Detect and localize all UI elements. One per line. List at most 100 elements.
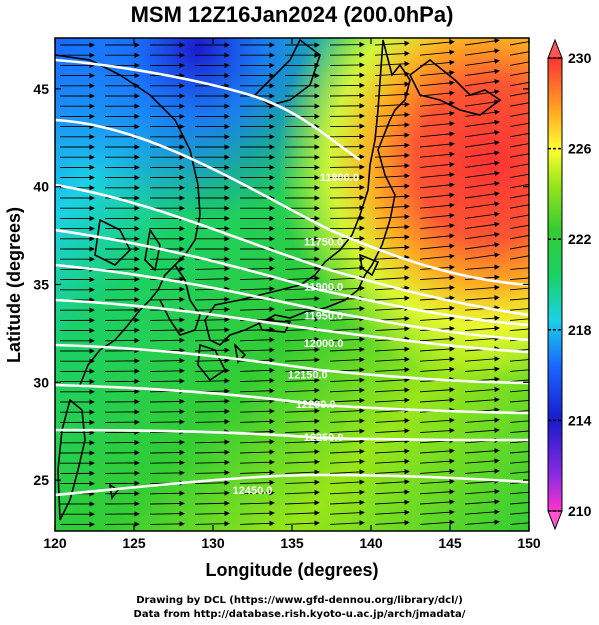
wind-arrow (284, 265, 320, 271)
wind-arrow (464, 397, 500, 403)
x-tick-label: 145 (438, 535, 462, 551)
wind-arrow (239, 520, 275, 527)
wind-arrow (419, 151, 455, 158)
wind-arrow (374, 479, 410, 485)
wind-arrow (194, 490, 230, 496)
wind-arrow (509, 430, 529, 434)
wind-arrow (149, 398, 185, 405)
wind-arrow (509, 287, 529, 291)
wind-arrow (239, 377, 275, 384)
wind-arrow (464, 119, 500, 128)
wind-arrow (329, 305, 365, 312)
wind-arrow (329, 346, 365, 353)
wind-arrow (419, 499, 455, 505)
wind-arrow (464, 232, 500, 240)
wind-arrow (374, 40, 410, 47)
wind-arrow (419, 509, 455, 515)
wind-arrow (509, 267, 529, 270)
wind-arrow (239, 500, 275, 506)
contour-label: 12150.0 (288, 369, 328, 381)
wind-arrow (329, 326, 365, 332)
wind-arrow (284, 520, 320, 526)
wind-arrow (149, 419, 185, 425)
wind-arrow (464, 140, 500, 148)
wind-arrow (419, 131, 455, 138)
wind-arrow (194, 469, 230, 476)
credit-line-1: Drawing by DCL (https://www.gfd-dennou.o… (136, 595, 463, 606)
wind-arrow (464, 221, 500, 230)
wind-arrow (374, 326, 410, 332)
wind-arrow (509, 183, 529, 189)
contour-label: 12450.0 (233, 485, 273, 497)
wind-arrow (284, 500, 320, 506)
wind-arrow (464, 170, 500, 179)
wind-arrow (374, 234, 410, 240)
wind-arrow (194, 510, 230, 517)
wind-arrow (284, 316, 320, 322)
latitude-axis: 25 30 35 40 45 (33, 81, 529, 488)
wind-arrow (419, 70, 455, 77)
y-tick-label: 25 (33, 472, 49, 488)
colorbar-tick-label: 226 (568, 141, 592, 157)
wind-arrow (194, 327, 230, 333)
colorbar-bottom-triangle (547, 510, 563, 531)
wind-arrow (464, 242, 500, 250)
wind-arrow (419, 489, 455, 495)
contour-labels: 11750.0 11800.0 11900.0 11950.0 12000.0 12150… (233, 172, 359, 497)
colorbar-tick-label: 210 (568, 503, 592, 519)
wind-arrow (149, 490, 185, 496)
colorbar-tick-label: 214 (568, 412, 592, 428)
wind-arrow (509, 420, 529, 423)
wind-arrow (329, 316, 365, 322)
wind-arrow (329, 489, 365, 495)
credit-line-2: Data from http://database.rish.kyoto-u.a… (133, 609, 466, 620)
contour-label: 12200.0 (296, 399, 336, 411)
y-tick-label: 30 (33, 374, 49, 390)
wind-arrow (374, 173, 410, 179)
wind-arrow (464, 325, 500, 332)
wind-arrow (149, 317, 185, 323)
wind-arrow (464, 335, 500, 342)
wind-arrow (419, 274, 455, 281)
wind-arrow (284, 275, 320, 282)
wind-arrow (509, 122, 529, 128)
wind-arrow (464, 264, 500, 270)
wind-arrow (374, 91, 410, 98)
wind-arrow (509, 81, 529, 87)
wind-arrow (374, 264, 410, 271)
wind-arrow (464, 478, 500, 485)
wind-arrow (464, 130, 500, 138)
wind-arrow (284, 479, 320, 486)
x-tick-label: 150 (517, 535, 541, 551)
wind-arrow (374, 81, 410, 87)
wind-arrow (464, 284, 500, 291)
wind-arrow (374, 448, 410, 454)
contour-label: 11950.0 (304, 311, 343, 323)
wind-arrow (464, 488, 500, 495)
wind-arrow (464, 48, 500, 56)
wind-arrow (509, 132, 529, 138)
wind-arrow (509, 153, 529, 158)
figure-title: MSM 12Z16Jan2024 (200.0hPa) (131, 2, 454, 27)
x-tick-label: 120 (43, 535, 67, 551)
wind-arrow (329, 265, 365, 271)
wind-arrow (509, 214, 529, 219)
wind-arrow (374, 224, 410, 230)
wind-arrow (509, 501, 529, 505)
wind-arrow (509, 389, 529, 393)
wind-arrow (329, 499, 365, 506)
wind-arrow (284, 489, 320, 496)
wind-arrow (329, 509, 365, 516)
wind-arrow (149, 510, 185, 517)
contour-label: 11800.0 (320, 172, 359, 184)
wind-arrow (419, 223, 455, 230)
wind-arrow (464, 509, 500, 515)
wind-arrow (509, 277, 529, 281)
wind-arrow (419, 397, 455, 403)
wind-arrow (284, 347, 320, 353)
wind-arrow (194, 357, 230, 364)
contour-line (55, 343, 529, 385)
wind-arrow (509, 461, 529, 464)
wind-arrow (419, 59, 455, 66)
wind-arrow (284, 459, 320, 465)
